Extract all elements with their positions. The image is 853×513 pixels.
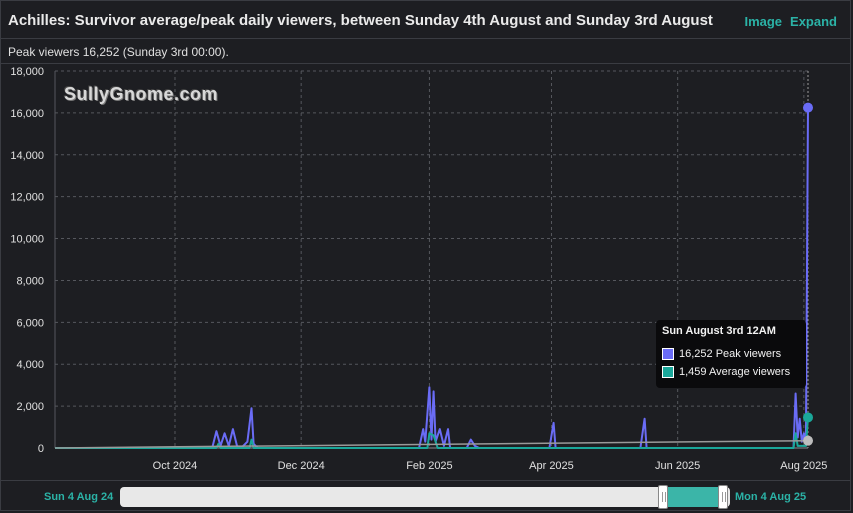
chart-tooltip: Sun August 3rd 12AM 16,252 Peak viewers … [656,320,806,388]
y-axis-labels: 0 2,000 4,000 6,000 8,000 10,000 12,000 14,000 1… [10,66,44,455]
header-links: Image Expand [736,14,837,29]
x-tick-label: Feb 2025 [406,460,452,472]
x-tick-label: Jun 2025 [655,460,700,472]
y-tick-label: 16,000 [10,108,44,120]
navigator-right-handle[interactable] [718,485,728,509]
navigator-end-label: Mon 4 Aug 25 [735,491,807,503]
y-tick-label: 0 [38,443,44,455]
y-tick-label: 12,000 [10,192,44,204]
series-markers [803,102,813,446]
y-tick-label: 2,000 [16,401,44,413]
navigator-selection[interactable] [664,487,723,507]
x-axis-labels: Oct 2024 Dec 2024 Feb 2025 Apr 2025 Jun 2025… [153,460,828,472]
peak-viewers-line [55,107,809,449]
grid-lines [54,70,809,449]
watermark-logo: SullyGnome.com [64,84,219,104]
expand-link[interactable]: Expand [790,14,837,29]
trend-line [54,439,809,449]
tooltip-average-row: 1,459 Average viewers [662,364,790,380]
x-tick-label: Oct 2024 [153,460,198,472]
tooltip-title: Sun August 3rd 12AM [662,325,776,337]
chart-title: Achilles: Survivor average/peak daily vi… [8,12,713,29]
peak-viewers-marker [803,102,813,113]
average-viewers-marker [803,412,813,423]
series-lines [54,107,809,449]
subtitle-divider [0,63,851,64]
navigator-left-handle[interactable] [658,485,668,509]
y-tick-label: 6,000 [16,317,44,329]
y-tick-label: 18,000 [10,66,44,78]
navigator-divider [0,480,851,481]
tooltip-peak-row: 16,252 Peak viewers [662,346,781,362]
tooltip-average-label: 1,459 Average viewers [679,366,791,378]
navigator-start-label: Sun 4 Aug 24 [44,491,114,503]
y-tick-label: 10,000 [10,234,44,246]
header-divider [0,38,851,39]
average-swatch-icon [662,366,674,379]
y-tick-label: 4,000 [16,359,44,371]
chart-subtitle: Peak viewers 16,252 (Sunday 3rd 00:00). [8,45,229,59]
trend-marker [803,435,813,446]
x-tick-label: Dec 2024 [278,460,325,472]
peak-swatch-icon [662,348,674,361]
x-tick-label: Apr 2025 [529,460,574,472]
image-link[interactable]: Image [744,14,783,29]
viewers-line-chart[interactable]: 0 2,000 4,000 6,000 8,000 10,000 12,000 14,000 1… [0,64,851,478]
x-tick-label: Aug 2025 [780,460,827,472]
navigator-track[interactable] [120,487,730,507]
y-tick-label: 8,000 [16,275,44,287]
tooltip-peak-label: 16,252 Peak viewers [679,348,782,360]
y-tick-label: 14,000 [10,150,44,162]
